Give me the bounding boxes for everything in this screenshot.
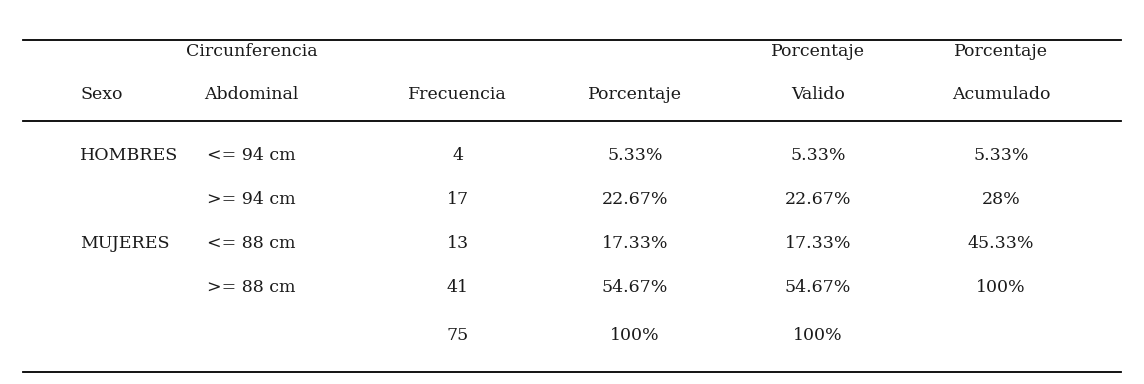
Text: >= 88 cm: >= 88 cm <box>207 280 296 296</box>
Text: 75: 75 <box>446 328 469 344</box>
Text: 5.33%: 5.33% <box>974 147 1028 164</box>
Text: 28%: 28% <box>982 191 1020 208</box>
Text: MUJERES: MUJERES <box>80 235 169 252</box>
Text: 100%: 100% <box>793 328 843 344</box>
Text: Circunferencia: Circunferencia <box>185 43 318 60</box>
Text: 13: 13 <box>446 235 469 252</box>
Text: 17: 17 <box>446 191 469 208</box>
Text: Porcentaje: Porcentaje <box>771 43 865 60</box>
Text: 45.33%: 45.33% <box>968 235 1034 252</box>
Text: 4: 4 <box>452 147 463 164</box>
Text: <= 88 cm: <= 88 cm <box>207 235 296 252</box>
Text: Valido: Valido <box>791 86 845 103</box>
Text: 22.67%: 22.67% <box>602 191 668 208</box>
Text: 100%: 100% <box>976 280 1026 296</box>
Text: 54.67%: 54.67% <box>785 280 851 296</box>
Text: Frecuencia: Frecuencia <box>408 86 507 103</box>
Text: HOMBRES: HOMBRES <box>80 147 178 164</box>
Text: 22.67%: 22.67% <box>785 191 851 208</box>
Text: Porcentaje: Porcentaje <box>588 86 682 103</box>
Text: Sexo: Sexo <box>80 86 122 103</box>
Text: Abdominal: Abdominal <box>205 86 299 103</box>
Text: 41: 41 <box>446 280 469 296</box>
Text: Porcentaje: Porcentaje <box>954 43 1048 60</box>
Text: 54.67%: 54.67% <box>602 280 668 296</box>
Text: 17.33%: 17.33% <box>785 235 851 252</box>
Text: 100%: 100% <box>610 328 660 344</box>
Text: 5.33%: 5.33% <box>607 147 662 164</box>
Text: >= 94 cm: >= 94 cm <box>207 191 296 208</box>
Text: 17.33%: 17.33% <box>602 235 668 252</box>
Text: Acumulado: Acumulado <box>952 86 1050 103</box>
Text: 5.33%: 5.33% <box>791 147 845 164</box>
Text: <= 94 cm: <= 94 cm <box>207 147 296 164</box>
